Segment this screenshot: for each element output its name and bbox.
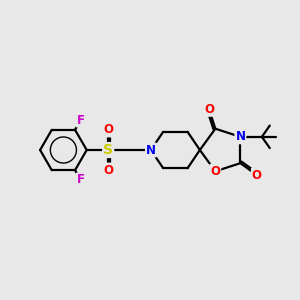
Text: O: O: [103, 124, 113, 136]
Text: S: S: [103, 143, 113, 157]
Text: F: F: [77, 173, 85, 187]
Text: N: N: [146, 143, 156, 157]
Text: O: O: [204, 103, 214, 116]
Text: F: F: [77, 113, 85, 127]
Text: O: O: [103, 164, 113, 176]
Text: O: O: [210, 165, 220, 178]
Text: N: N: [236, 130, 245, 143]
Text: O: O: [252, 169, 262, 182]
